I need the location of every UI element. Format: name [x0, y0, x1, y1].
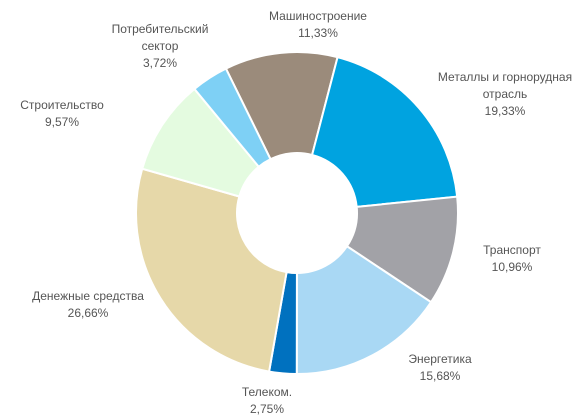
value-label: 3,72%	[142, 56, 178, 70]
slice-label: Металлы и горнорудная отрасль 19,33%	[425, 69, 572, 120]
slice-label: Денежные средства 26,66%	[3, 288, 173, 322]
value-label: 10,96%	[491, 260, 533, 274]
donut-slice	[295, 244, 433, 376]
category-name: Металлы и горнорудная отрасль	[437, 70, 572, 101]
category-name: Потребительский сектор	[111, 22, 209, 53]
donut-slice	[192, 67, 272, 169]
slice-label: Энергетика 15,68%	[385, 351, 495, 385]
slice-label: Потребительский сектор 3,72%	[95, 21, 225, 72]
category-name: Энергетика	[408, 352, 472, 366]
value-label: 26,66%	[67, 306, 109, 320]
category-name: Машиностроение	[269, 9, 367, 23]
slice-label: Транспорт 10,96%	[457, 242, 567, 276]
slice-label: Телеком. 2,75%	[217, 384, 317, 418]
category-name: Телеком.	[241, 385, 293, 399]
value-label: 9,57%	[44, 115, 80, 129]
slice-label: Машиностроение 11,33%	[248, 8, 388, 42]
value-label: 11,33%	[298, 26, 338, 40]
donut-slice	[310, 55, 459, 209]
value-label: 15,68%	[419, 369, 461, 383]
category-name: Денежные средства	[32, 289, 144, 303]
value-label: 2,75%	[249, 402, 285, 416]
slice-label: Строительство 9,57%	[2, 97, 122, 131]
category-name: Транспорт	[483, 243, 541, 257]
value-label: 19,33%	[484, 104, 526, 118]
category-name: Строительство	[20, 98, 104, 112]
donut-slice	[135, 167, 288, 373]
